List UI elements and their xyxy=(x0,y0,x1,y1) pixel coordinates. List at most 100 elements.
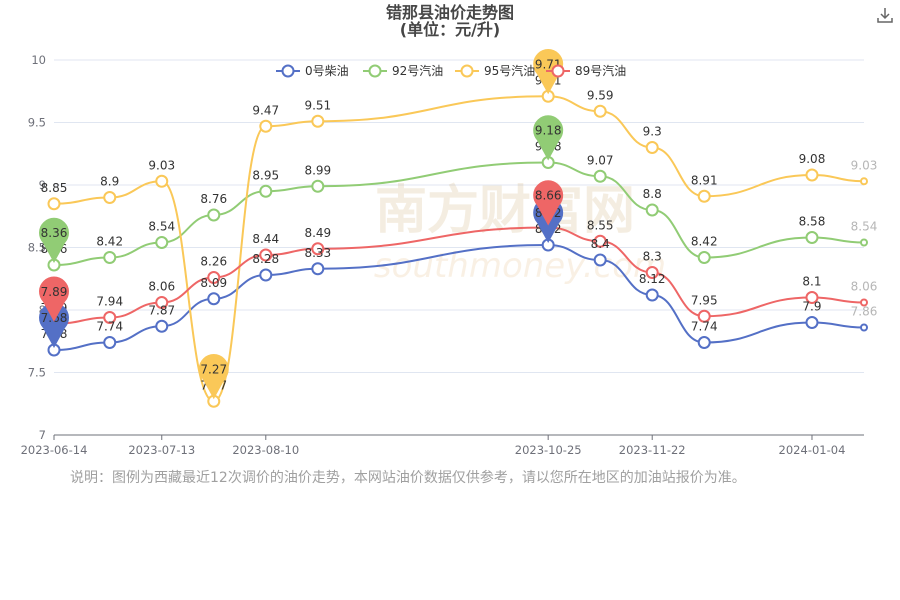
data-point xyxy=(805,316,819,329)
y-tick-label: 7.5 xyxy=(28,366,46,380)
legend-item-3[interactable]: 89号汽油 xyxy=(546,63,626,78)
data-label: 8.12 xyxy=(639,272,666,286)
data-label: 8.91 xyxy=(691,173,718,187)
data-label: 8.8 xyxy=(643,187,662,201)
legend-label: 0号柴油 xyxy=(305,64,349,78)
markpoint-label: 7.27 xyxy=(200,362,227,376)
legend-item-1[interactable]: 92号汽油 xyxy=(363,63,443,78)
y-tick-label: 7 xyxy=(39,428,46,442)
data-point xyxy=(207,271,221,284)
data-point xyxy=(259,184,273,198)
data-label: 8.28 xyxy=(252,252,279,266)
legend-marker xyxy=(460,64,474,78)
data-point xyxy=(697,336,711,349)
x-tick-label: 2024-01-04 xyxy=(779,443,846,457)
markpoint-shape xyxy=(39,276,69,322)
markpoint-pin: 7.27 xyxy=(198,354,229,400)
markpoint-shape xyxy=(533,115,564,161)
data-point xyxy=(645,266,659,279)
legend-item-0[interactable]: 0号柴油 xyxy=(276,64,349,78)
data-point xyxy=(697,189,711,203)
data-point xyxy=(860,298,868,307)
download-icon[interactable] xyxy=(876,6,894,24)
markpoints: 8.527.689.188.369.717.278.667.89 xyxy=(39,49,564,400)
data-label: 8.26 xyxy=(200,255,227,269)
x-tick-label: 2023-06-14 xyxy=(21,443,88,457)
legend-marker xyxy=(551,64,565,78)
y-tick-label: 10 xyxy=(31,53,46,67)
data-point xyxy=(311,262,325,276)
data-point xyxy=(805,231,819,244)
data-label: 9.08 xyxy=(799,152,826,166)
data-point xyxy=(805,291,819,304)
x-tick-label: 2023-07-13 xyxy=(128,443,195,457)
y-tick-label: 9 xyxy=(39,178,46,192)
legend-label: 89号汽油 xyxy=(575,63,626,78)
data-label: 9.03 xyxy=(851,158,878,172)
data-point xyxy=(697,251,711,264)
data-point xyxy=(207,292,221,306)
watermark: 南方财富网 southmoney.com xyxy=(374,181,666,286)
data-label: 8.42 xyxy=(691,235,718,249)
data-label: 9.03 xyxy=(148,158,175,172)
legend-item-2[interactable]: 95号汽油 xyxy=(455,63,535,78)
data-point xyxy=(593,169,607,183)
markpoint-label: 8.66 xyxy=(535,189,562,203)
data-label: 9.51 xyxy=(304,98,331,112)
data-point xyxy=(593,253,607,267)
data-label: 8.1 xyxy=(802,275,821,289)
watermark-text: 南方财富网 xyxy=(375,181,635,241)
data-point xyxy=(207,208,221,222)
markpoint-pin: 9.18 xyxy=(533,115,564,161)
data-label: 8.33 xyxy=(304,246,331,260)
data-label: 9.47 xyxy=(252,103,279,117)
markpoint-label: 8.36 xyxy=(41,226,68,240)
data-label: 7.86 xyxy=(851,305,878,319)
data-point xyxy=(155,319,169,333)
data-point xyxy=(645,288,659,302)
x-tick-label: 2023-10-25 xyxy=(515,443,582,457)
legend-label: 95号汽油 xyxy=(484,63,535,78)
data-label: 7.87 xyxy=(148,303,175,317)
chart-subtitle: (单位：元/升) xyxy=(399,20,501,39)
legend-marker xyxy=(281,64,295,78)
data-point xyxy=(259,119,273,133)
data-label: 8.09 xyxy=(200,276,227,290)
data-point xyxy=(103,336,117,349)
data-label: 9.3 xyxy=(643,125,662,139)
data-label: 8.58 xyxy=(799,215,826,229)
data-point xyxy=(103,311,117,324)
axes: 77.588.599.5102023-06-142023-07-132023-0… xyxy=(21,53,864,457)
data-point xyxy=(645,203,659,217)
data-label: 7.9 xyxy=(802,300,821,314)
grid-lines xyxy=(54,59,864,373)
y-tick-label: 8.5 xyxy=(28,241,46,255)
chart-title-block: 错那县油价走势图 (单位：元/升) xyxy=(0,4,900,38)
data-point xyxy=(645,141,659,154)
data-label: 8.99 xyxy=(304,163,331,177)
data-point xyxy=(155,236,169,249)
data-point xyxy=(103,191,117,204)
data-point xyxy=(311,242,325,256)
chart-title: 错那县油价走势图 xyxy=(385,3,514,22)
markpoint-label: 9.18 xyxy=(535,124,562,138)
data-label: 8.3 xyxy=(643,250,662,264)
markpoint-pin: 8.36 xyxy=(39,217,69,263)
data-label: 9.59 xyxy=(587,88,614,102)
data-point xyxy=(47,197,61,211)
data-label: 8.54 xyxy=(851,220,878,234)
data-label: 8.85 xyxy=(41,181,68,195)
legend-label: 92号汽油 xyxy=(392,63,443,78)
series-layer xyxy=(47,89,868,408)
legend: 0号柴油 92号汽油 95号汽油 89号汽油 xyxy=(276,63,626,78)
data-label: 8.95 xyxy=(252,168,279,182)
data-point xyxy=(311,114,325,128)
data-point xyxy=(155,174,169,188)
data-label: 7.74 xyxy=(96,320,123,334)
data-label: 7.74 xyxy=(691,320,718,334)
data-label: 8.54 xyxy=(148,220,175,234)
data-point xyxy=(103,251,117,264)
data-point xyxy=(805,168,819,182)
markpoint-shape xyxy=(533,180,564,226)
